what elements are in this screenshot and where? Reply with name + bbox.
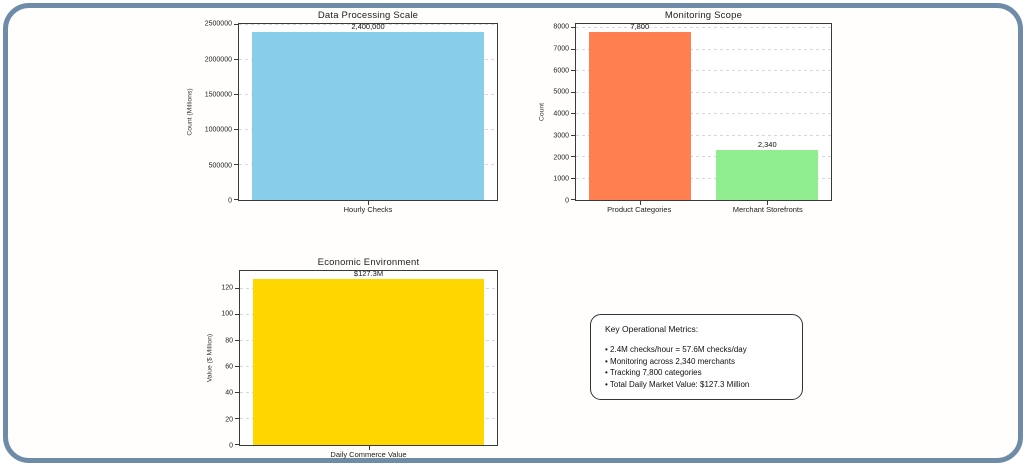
gridline (576, 177, 831, 179)
bar-value-label: 2,340 (757, 139, 777, 149)
y-tick-label: 3000 (553, 132, 569, 140)
y-tick-label: 500000 (208, 162, 232, 170)
y-tick-label: 2500000 (204, 20, 232, 28)
y-tick-mark (571, 70, 575, 72)
bar-value-label: 7,800 (630, 22, 650, 32)
y-tick-label: 1000 (553, 175, 569, 183)
y-tick-label: 0 (228, 197, 232, 205)
y-tick-label: 100 (221, 310, 233, 318)
y-tick-mark (571, 134, 575, 136)
plot-area: 7,800 2,340 (571, 22, 832, 205)
x-tick-mark (368, 446, 370, 450)
key-metrics-title: Key Operational Metrics: (605, 324, 699, 334)
y-tick-mark (234, 94, 238, 96)
gridline (576, 70, 831, 72)
x-tick-mark (368, 201, 369, 205)
x-tick-label: Product Categories (607, 205, 672, 214)
y-tick-mark (571, 27, 575, 29)
metrics-bullet: • 2.4M checks/hour = 57.6M checks/day (605, 345, 747, 354)
y-tick-label: 80 (225, 337, 233, 345)
y-tick-mark (571, 113, 575, 115)
y-tick-mark (235, 444, 239, 445)
x-tick-mark (639, 201, 641, 205)
y-tick-mark (235, 417, 239, 419)
chart-monitoring-scope: Monitoring Scope Count 7,800 2,340 0 1000 2… (539, 10, 832, 214)
y-tick-labels: 0 1000 2000 3000 4000 5000 6000 7000 8000 (515, 23, 575, 205)
y-tick-label: 40 (225, 389, 233, 397)
gridline (239, 24, 497, 26)
y-tick-mark (235, 339, 239, 341)
metrics-bullet: • Tracking 7,800 categories (605, 368, 702, 377)
plot-area: $127.3M (235, 269, 498, 450)
y-tick-mark (571, 48, 575, 50)
bar (251, 32, 485, 200)
x-tick-labels: Product Categories Merchant Storefronts (575, 201, 832, 217)
bar (588, 32, 691, 200)
y-tick-mark (234, 199, 238, 200)
y-tick-label: 2000 (553, 154, 569, 162)
x-tick-labels: Daily Commerce Value (239, 446, 498, 462)
y-tick-labels: 0 20 40 60 80 100 120 (179, 270, 239, 450)
gridline (576, 91, 831, 93)
y-tick-mark (234, 24, 238, 26)
x-tick-labels: Hourly Checks (238, 201, 498, 217)
y-tick-label: 60 (225, 363, 233, 371)
y-tick-label: 4000 (553, 110, 569, 118)
y-tick-mark (235, 313, 239, 315)
x-tick-label: Hourly Checks (343, 205, 393, 214)
metrics-bullet: • Monitoring across 2,340 merchants (605, 356, 735, 366)
y-tick-label: 20 (225, 416, 233, 424)
chart-title: Data Processing Scale (317, 10, 419, 21)
y-tick-mark (571, 199, 575, 200)
bar (252, 279, 485, 445)
chart-title: Monitoring Scope (664, 10, 743, 21)
bar (716, 149, 819, 200)
x-tick-label: Daily Commerce Value (330, 450, 407, 459)
y-tick-mark (571, 156, 575, 158)
x-tick-label: Merchant Storefronts (732, 205, 803, 214)
x-tick-mark (767, 201, 769, 205)
y-tick-mark (234, 129, 238, 131)
y-tick-label: 7000 (553, 45, 569, 53)
y-tick-mark (234, 164, 238, 166)
y-tick-mark (235, 365, 239, 367)
metrics-bullet: • Total Daily Market Value: $127.3 Milli… (605, 379, 750, 389)
y-tick-label: 1500000 (204, 91, 232, 99)
y-tick-label: 120 (221, 284, 233, 292)
gridline (576, 156, 831, 158)
y-tick-label: 1000000 (204, 126, 232, 134)
bar-value-label: 2,400,000 (351, 22, 385, 32)
chart-economic-environment: Economic Environment Value ($ Million) $… (207, 257, 498, 459)
dashboard-frame: Data Processing Scale Count (Millions) 2… (3, 3, 1023, 463)
y-tick-label: 6000 (553, 67, 569, 75)
chart-title: Economic Environment (317, 257, 420, 268)
gridline (576, 113, 831, 115)
bar-value-label: $127.3M (353, 269, 384, 279)
chart-data-processing-scale: Data Processing Scale Count (Millions) 2… (187, 10, 498, 214)
gridline (576, 48, 831, 50)
gridline (576, 27, 831, 29)
y-tick-label: 0 (229, 442, 233, 450)
plot-area: 2,400,000 (234, 22, 498, 205)
y-tick-mark (234, 59, 238, 61)
y-tick-mark (235, 287, 239, 289)
y-tick-label: 8000 (553, 23, 569, 31)
gridline (576, 134, 831, 136)
y-tick-mark (235, 391, 239, 393)
y-tick-mark (571, 91, 575, 93)
key-metrics-box: Key Operational Metrics: • 2.4M checks/h… (590, 314, 803, 400)
y-tick-label: 2000000 (204, 56, 232, 64)
y-tick-label: 0 (565, 197, 569, 205)
y-tick-labels: 0 500000 1000000 1500000 2000000 2500000 (178, 20, 238, 205)
y-tick-mark (571, 177, 575, 179)
y-tick-label: 5000 (553, 88, 569, 96)
